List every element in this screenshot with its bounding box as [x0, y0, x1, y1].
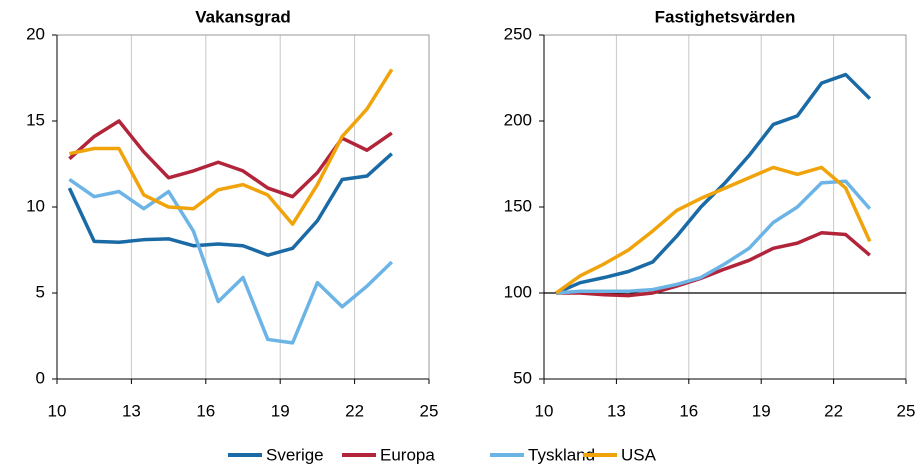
series-line [555, 179, 872, 295]
x-tick-label: 19 [271, 401, 290, 420]
x-tick-label: 25 [897, 401, 916, 420]
y-tick-label: 0 [36, 368, 45, 387]
x-tick-label: 13 [122, 401, 141, 420]
x-tick-label: 13 [607, 401, 626, 420]
y-tick-label: 250 [504, 24, 532, 43]
y-tick-label: 150 [504, 196, 532, 215]
x-tick-label: 25 [420, 401, 439, 420]
plot-frame [543, 34, 907, 380]
y-tick-label: 15 [26, 110, 45, 129]
plot-frame [56, 34, 430, 380]
legend-label: USA [621, 445, 657, 464]
series-line [67, 152, 393, 257]
chart-title: Fastighetsvärden [655, 7, 796, 26]
series-line [69, 68, 394, 226]
y-tick-label: 5 [36, 282, 45, 301]
series-line [68, 119, 393, 199]
chart-title: Vakansgrad [195, 7, 290, 26]
x-tick-label: 22 [824, 401, 843, 420]
series-line [556, 231, 871, 298]
x-tick-label: 16 [679, 401, 698, 420]
x-tick-label: 19 [752, 401, 771, 420]
y-tick-label: 100 [504, 282, 532, 301]
x-tick-label: 10 [535, 401, 554, 420]
legend-label: Sverige [266, 445, 324, 464]
legend-label: Europa [380, 445, 435, 464]
series-line [555, 165, 872, 295]
y-tick-label: 10 [26, 196, 45, 215]
series-line [68, 178, 394, 345]
x-tick-label: 10 [48, 401, 67, 420]
x-tick-label: 16 [196, 401, 215, 420]
y-tick-label: 20 [26, 24, 45, 43]
legend-label: Tyskland [528, 445, 595, 464]
y-tick-label: 50 [513, 368, 532, 387]
y-tick-label: 200 [504, 110, 532, 129]
x-tick-label: 22 [345, 401, 364, 420]
